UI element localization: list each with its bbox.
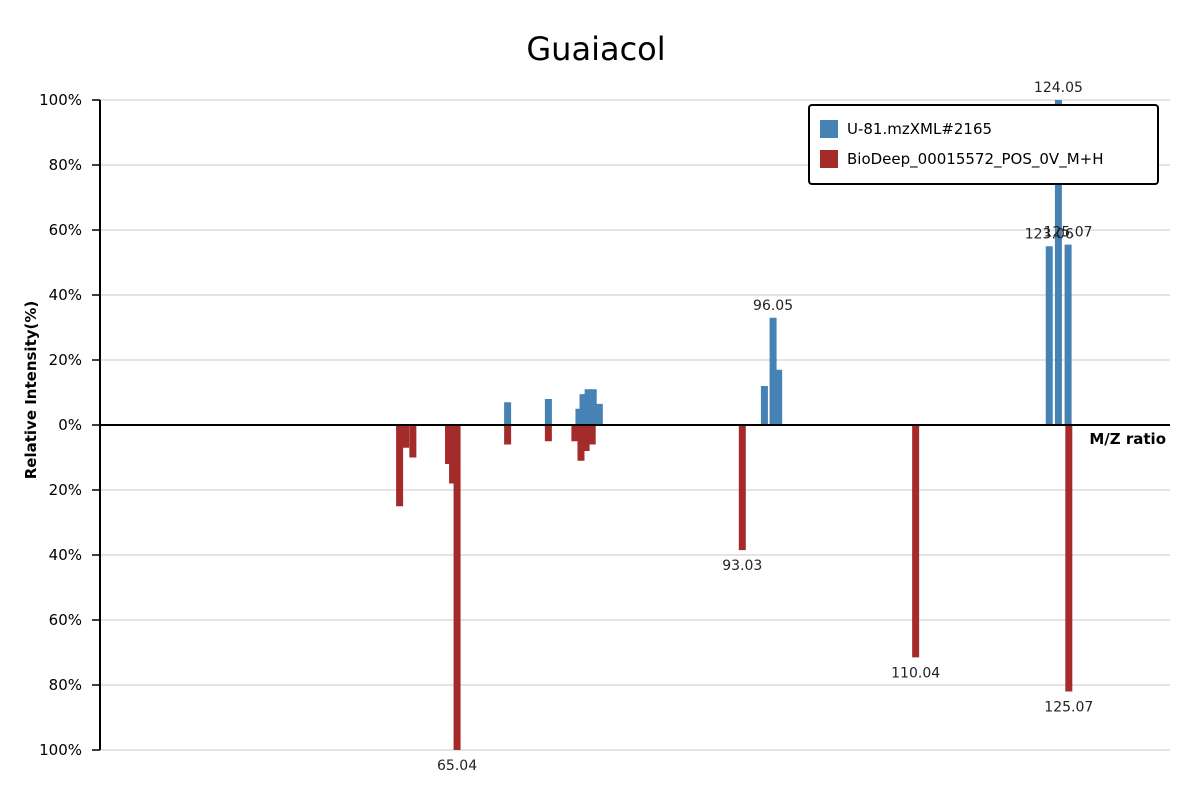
query-peak-bar — [775, 369, 783, 425]
reference-peak-bar — [738, 425, 746, 551]
y-tick-label: 40% — [49, 546, 82, 564]
y-tick-label: 80% — [49, 676, 82, 694]
reference-peak-bar — [912, 425, 920, 658]
reference-peak-bar — [409, 425, 417, 458]
reference-peak-bar — [396, 425, 404, 507]
reference-peak-bar — [402, 425, 410, 448]
reference-peak-bar — [571, 425, 579, 442]
reference-peak-bar — [544, 425, 552, 442]
query-peak-bar — [575, 408, 583, 425]
axes — [99, 100, 1170, 750]
reference-peak-bar — [1065, 425, 1073, 692]
reference-peak-bar — [445, 425, 453, 464]
reference-peak-bar — [453, 425, 461, 750]
query-peak-bar — [769, 317, 777, 425]
peak-label: 93.03 — [722, 558, 762, 574]
y-tick-label: 20% — [49, 481, 82, 499]
legend-swatch-reference — [820, 150, 838, 168]
legend-box — [808, 104, 1159, 185]
peak-label: 96.05 — [753, 298, 793, 314]
reference-peak-bar — [588, 425, 596, 445]
peak-label: 110.04 — [891, 665, 940, 681]
reference-peak-bar — [449, 425, 457, 484]
y-tick-label: 80% — [49, 156, 82, 174]
chart-title: Guaiacol — [526, 30, 665, 68]
y-tick-label: 20% — [49, 351, 82, 369]
reference-peak-bar — [504, 425, 512, 445]
legend-label-query: U-81.mzXML#2165 — [847, 120, 992, 138]
y-tick-label: 100% — [39, 741, 82, 759]
query-peak-bar — [760, 386, 768, 425]
y-tick-label: 40% — [49, 286, 82, 304]
query-peak-bar — [1054, 100, 1062, 425]
reference-peak-bar — [577, 425, 585, 461]
legend-label-reference: BioDeep_00015572_POS_0V_M+H — [847, 150, 1103, 169]
query-peak-bar — [504, 402, 512, 425]
query-peak-bar — [595, 403, 603, 425]
peak-label: 65.04 — [437, 758, 477, 774]
y-tick-label: 60% — [49, 611, 82, 629]
y-axis-label: Relative Intensity(%) — [22, 301, 40, 480]
query-peak-bar — [589, 389, 597, 425]
peak-label: 124.05 — [1034, 80, 1083, 96]
query-peak-bar — [1045, 246, 1053, 425]
peak-label: 125.07 — [1044, 700, 1093, 716]
query-peak-bar — [1064, 244, 1072, 425]
bars-layer — [396, 100, 1073, 750]
y-tick-label: 0% — [58, 416, 82, 434]
query-peak-bar — [584, 389, 592, 425]
query-peak-bar — [544, 399, 552, 425]
reference-peak-bar — [582, 425, 590, 451]
y-tick-labels: 100% 80% 60% 40% 20% 0% 20% 40% 60% 80% 100% — [39, 91, 82, 759]
grid-lines — [92, 99, 1170, 751]
legend: U-81.mzXML#2165 BioDeep_00015572_POS_0V_… — [808, 104, 1159, 185]
peak-labels: 96.05 123.06 124.05 125.07 65.04 93.03 110.04 1… — [437, 80, 1093, 774]
query-peak-bar — [579, 394, 587, 425]
y-tick-label: 60% — [49, 221, 82, 239]
legend-swatch-query — [820, 120, 838, 138]
y-tick-label: 100% — [39, 91, 82, 109]
x-axis-label: M/Z ratio — [1089, 430, 1166, 448]
peak-label: 123.06 — [1025, 226, 1074, 242]
peak-label: 125.07 — [1044, 225, 1093, 241]
